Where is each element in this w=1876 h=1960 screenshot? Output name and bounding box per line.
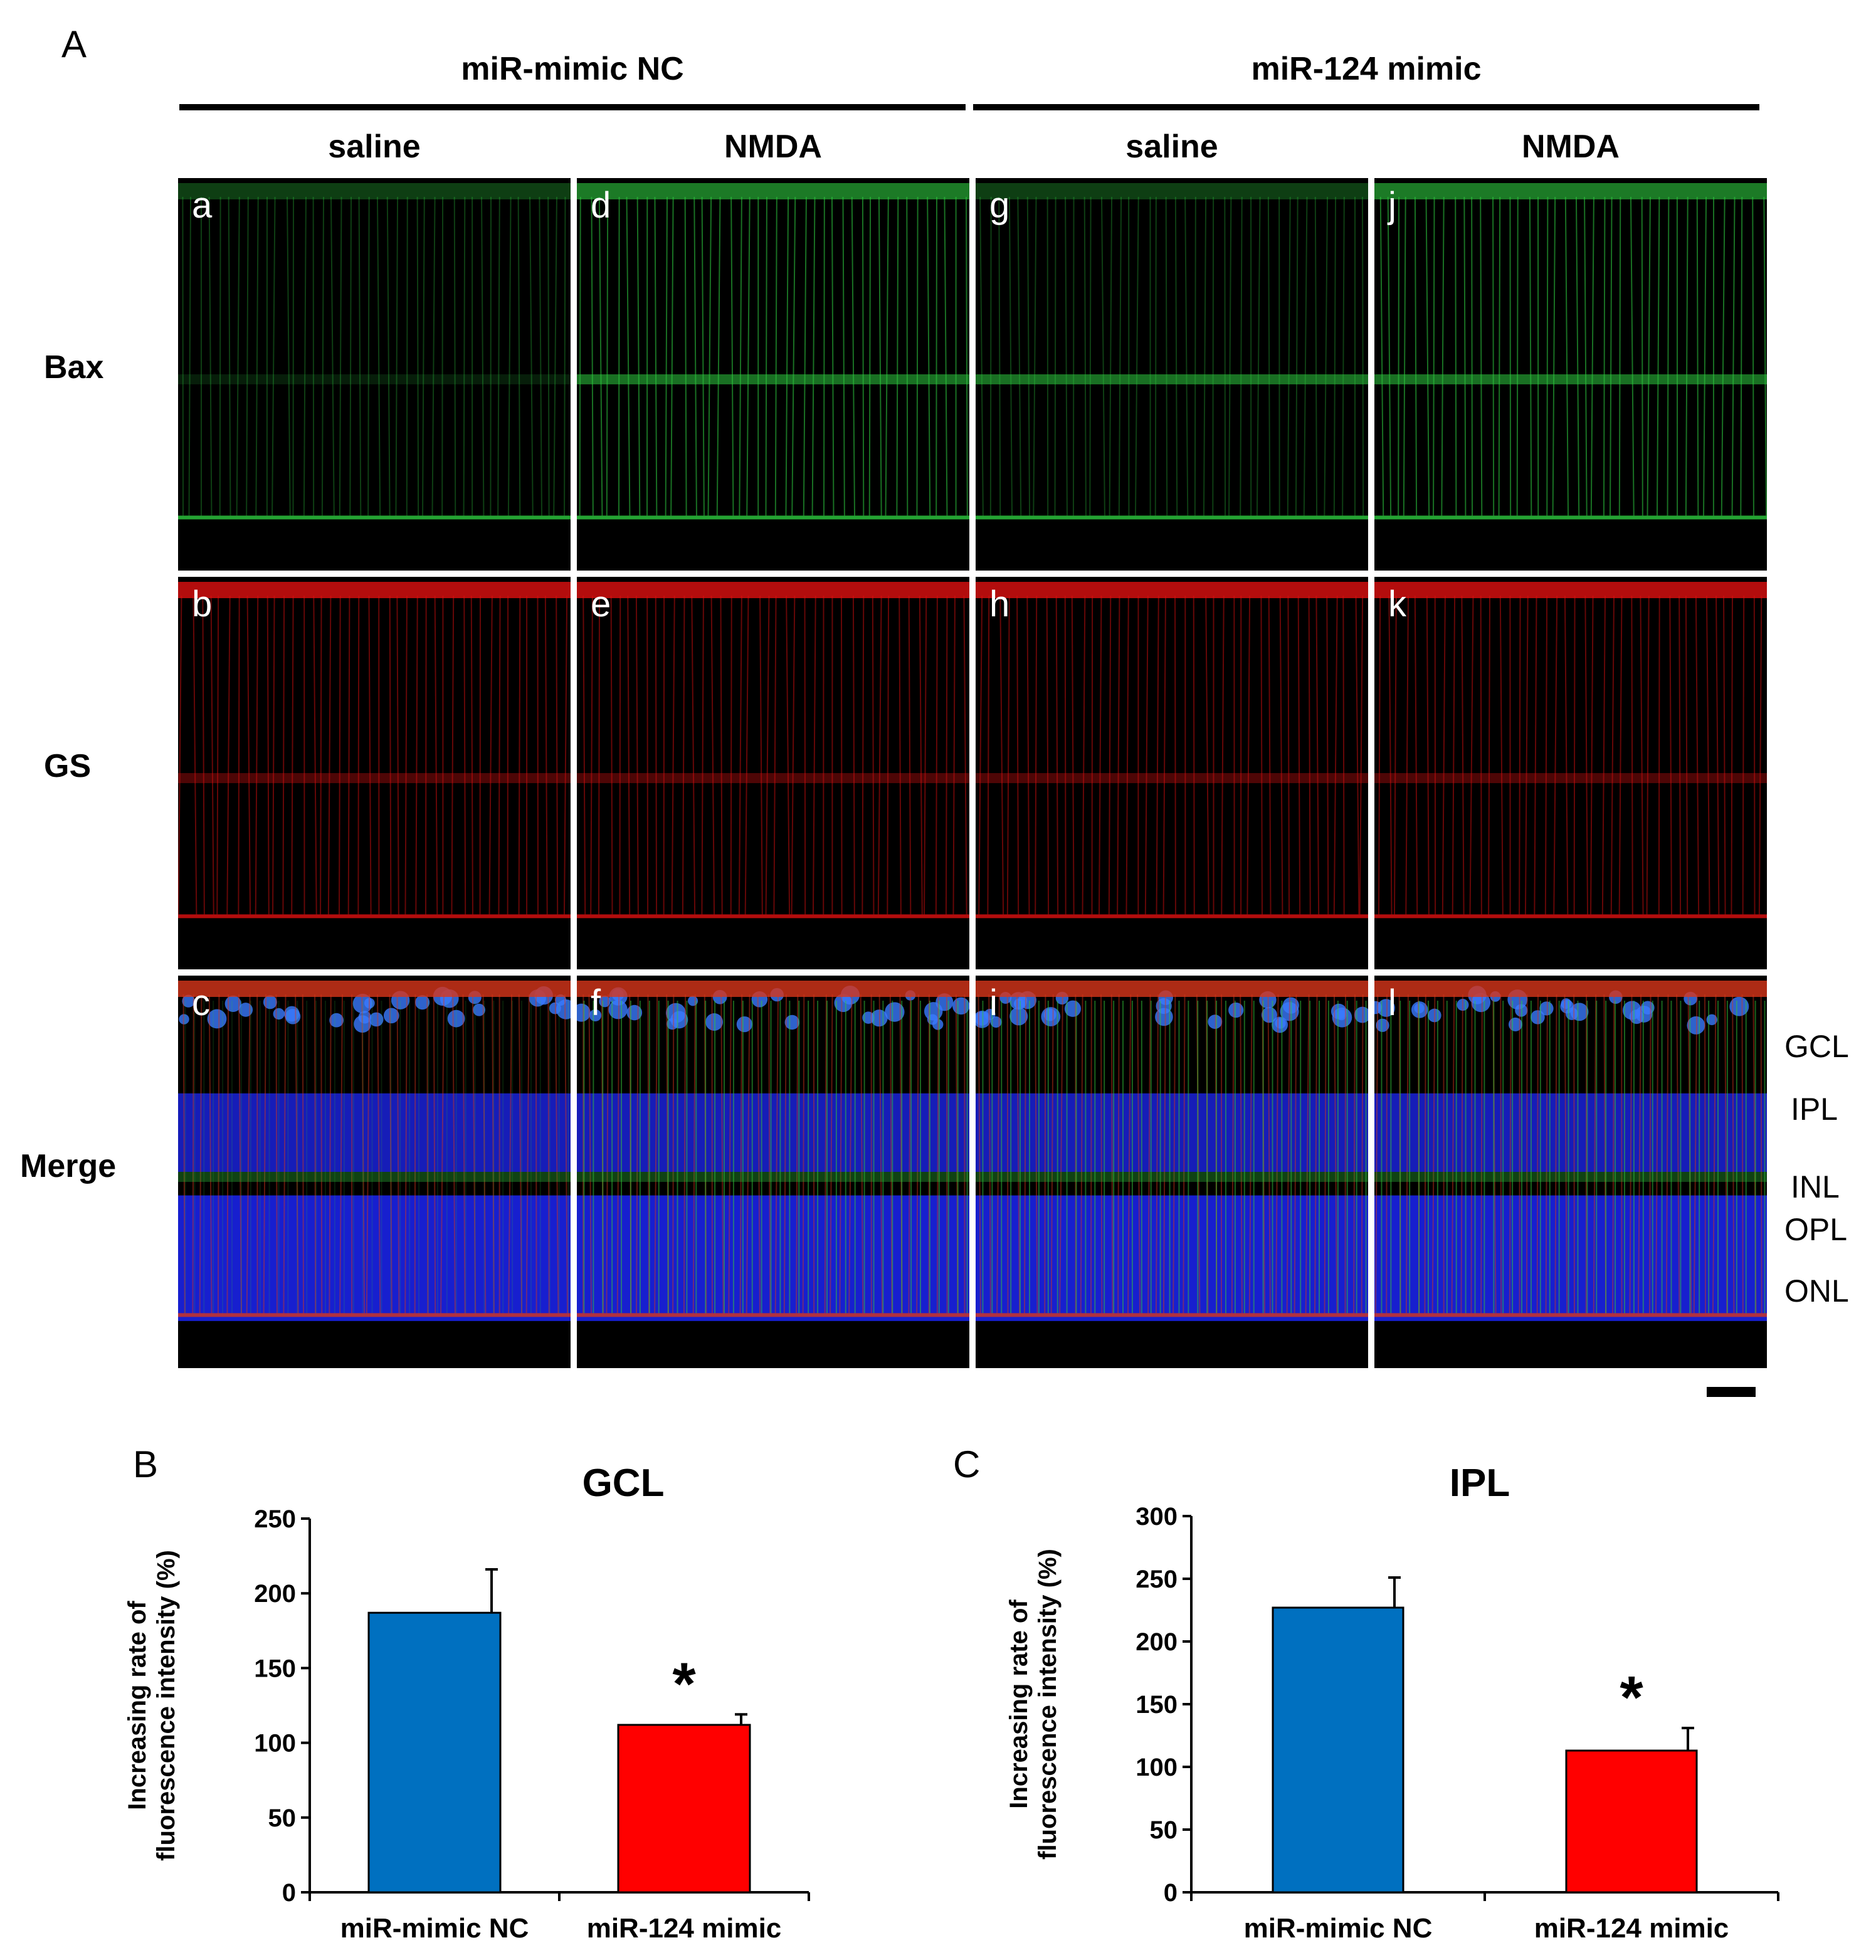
scale-bar bbox=[1707, 1387, 1756, 1397]
x-category-label: miR-124 mimic bbox=[1534, 1913, 1729, 1944]
subpanel-letter: e bbox=[591, 584, 611, 624]
subpanel-letter: h bbox=[989, 584, 1010, 624]
y-tick-label: 200 bbox=[254, 1580, 296, 1608]
micrograph-d: d bbox=[577, 178, 969, 571]
bar-mir124 bbox=[617, 1724, 751, 1894]
micrograph-g: g bbox=[976, 178, 1368, 571]
micrograph-image bbox=[976, 183, 1368, 520]
y-tick-label: 50 bbox=[268, 1805, 297, 1832]
y-axis-label-line: fluorescence intensity (%) bbox=[152, 1550, 180, 1861]
chart-title: GCL bbox=[582, 1462, 665, 1505]
y-axis-label: Increasing rate offluorescence intensity… bbox=[124, 1550, 180, 1861]
micrograph-image bbox=[1374, 582, 1767, 919]
micrograph-image bbox=[577, 582, 969, 919]
condition-title-nc-nmda: NMDA bbox=[724, 129, 822, 165]
layer-label-onl: ONL bbox=[1784, 1273, 1849, 1309]
layer-label-ipl: IPL bbox=[1791, 1092, 1838, 1127]
micrograph-image bbox=[577, 183, 969, 520]
micrograph-h: h bbox=[976, 577, 1368, 969]
bar-mir124 bbox=[1565, 1749, 1698, 1894]
layer-label-inl: INL bbox=[1791, 1169, 1840, 1204]
row-label-merge: Merge bbox=[20, 1148, 117, 1184]
subpanel-letter: b bbox=[192, 584, 213, 624]
subpanel-letter: g bbox=[989, 185, 1010, 226]
micrograph-f: f bbox=[577, 976, 969, 1368]
x-category-label: miR-124 mimic bbox=[587, 1913, 782, 1944]
micrograph-image bbox=[976, 981, 1368, 1321]
chart-gcl: B GCL Increasing rate offluorescence inten… bbox=[124, 1443, 810, 1944]
group-rule-mir124 bbox=[973, 104, 1759, 110]
panel-label: C bbox=[953, 1443, 980, 1485]
micrograph-c: c bbox=[178, 976, 571, 1368]
micrograph-image bbox=[178, 981, 571, 1321]
condition-title-mir124-saline: saline bbox=[1125, 129, 1218, 165]
micrograph-image bbox=[1374, 183, 1767, 520]
y-tick-label: 50 bbox=[1150, 1816, 1178, 1844]
micrograph-a: a bbox=[178, 178, 571, 571]
subpanel-letter: a bbox=[192, 185, 213, 226]
y-tick-label: 150 bbox=[254, 1655, 296, 1682]
panel-label: B bbox=[133, 1443, 158, 1485]
y-tick-label: 250 bbox=[254, 1505, 296, 1533]
micrograph-j: j bbox=[1374, 178, 1767, 571]
micrograph-image bbox=[178, 582, 571, 919]
micrograph-image bbox=[577, 981, 969, 1321]
y-axis-label-line: Increasing rate of bbox=[1005, 1599, 1033, 1809]
micrograph-l: l bbox=[1374, 976, 1767, 1368]
subpanel-letter: d bbox=[591, 185, 611, 226]
bar-nc bbox=[1272, 1606, 1404, 1894]
layer-label-opl: OPL bbox=[1784, 1212, 1848, 1247]
micrograph-image bbox=[1374, 981, 1767, 1321]
subpanel-letter: j bbox=[1388, 185, 1396, 226]
micrograph-b: b bbox=[178, 577, 571, 969]
y-tick-label: 250 bbox=[1136, 1566, 1178, 1593]
micrograph-image bbox=[976, 582, 1368, 919]
subpanel-letter: f bbox=[591, 983, 601, 1023]
chart-title: IPL bbox=[1450, 1462, 1510, 1505]
micrograph-k: k bbox=[1374, 577, 1767, 969]
significance-marker: * bbox=[1620, 1664, 1643, 1731]
bar-nc bbox=[367, 1611, 502, 1894]
y-axis-label-line: fluorescence intensity (%) bbox=[1034, 1549, 1062, 1860]
subpanel-letter: c bbox=[192, 983, 210, 1023]
group-rule-nc bbox=[179, 104, 966, 110]
panel-label-a: A bbox=[61, 23, 87, 65]
micrograph-e: e bbox=[577, 577, 969, 969]
y-tick-label: 100 bbox=[1136, 1754, 1178, 1781]
subpanel-letter: k bbox=[1388, 584, 1406, 624]
group-title-mir124: miR-124 mimic bbox=[1251, 51, 1482, 87]
y-axis-label-line: Increasing rate of bbox=[124, 1601, 151, 1810]
y-tick-label: 0 bbox=[282, 1879, 296, 1907]
condition-title-nc-saline: saline bbox=[328, 129, 421, 165]
layer-label-gcl: GCL bbox=[1784, 1029, 1849, 1064]
y-tick-label: 100 bbox=[254, 1730, 296, 1757]
condition-title-mir124-nmda: NMDA bbox=[1522, 129, 1620, 165]
y-tick-label: 300 bbox=[1136, 1503, 1178, 1531]
y-tick-label: 0 bbox=[1164, 1879, 1178, 1907]
y-tick-label: 200 bbox=[1136, 1628, 1178, 1656]
micrograph-image bbox=[178, 183, 571, 520]
row-label-bax: Bax bbox=[44, 349, 104, 386]
subpanel-letter: l bbox=[1388, 983, 1396, 1023]
subpanel-letter: i bbox=[989, 983, 998, 1023]
y-tick-label: 150 bbox=[1136, 1691, 1178, 1719]
significance-marker: * bbox=[672, 1650, 696, 1717]
chart-ipl: C IPL Increasing rate offluorescence inten… bbox=[953, 1443, 1779, 1944]
y-axis-label: Increasing rate offluorescence intensity… bbox=[1005, 1549, 1062, 1860]
x-category-label: miR-mimic NC bbox=[1244, 1913, 1433, 1944]
micrograph-i: i bbox=[976, 976, 1368, 1368]
row-label-gs: GS bbox=[44, 748, 92, 784]
group-title-nc: miR-mimic NC bbox=[461, 51, 684, 87]
x-category-label: miR-mimic NC bbox=[340, 1913, 529, 1944]
